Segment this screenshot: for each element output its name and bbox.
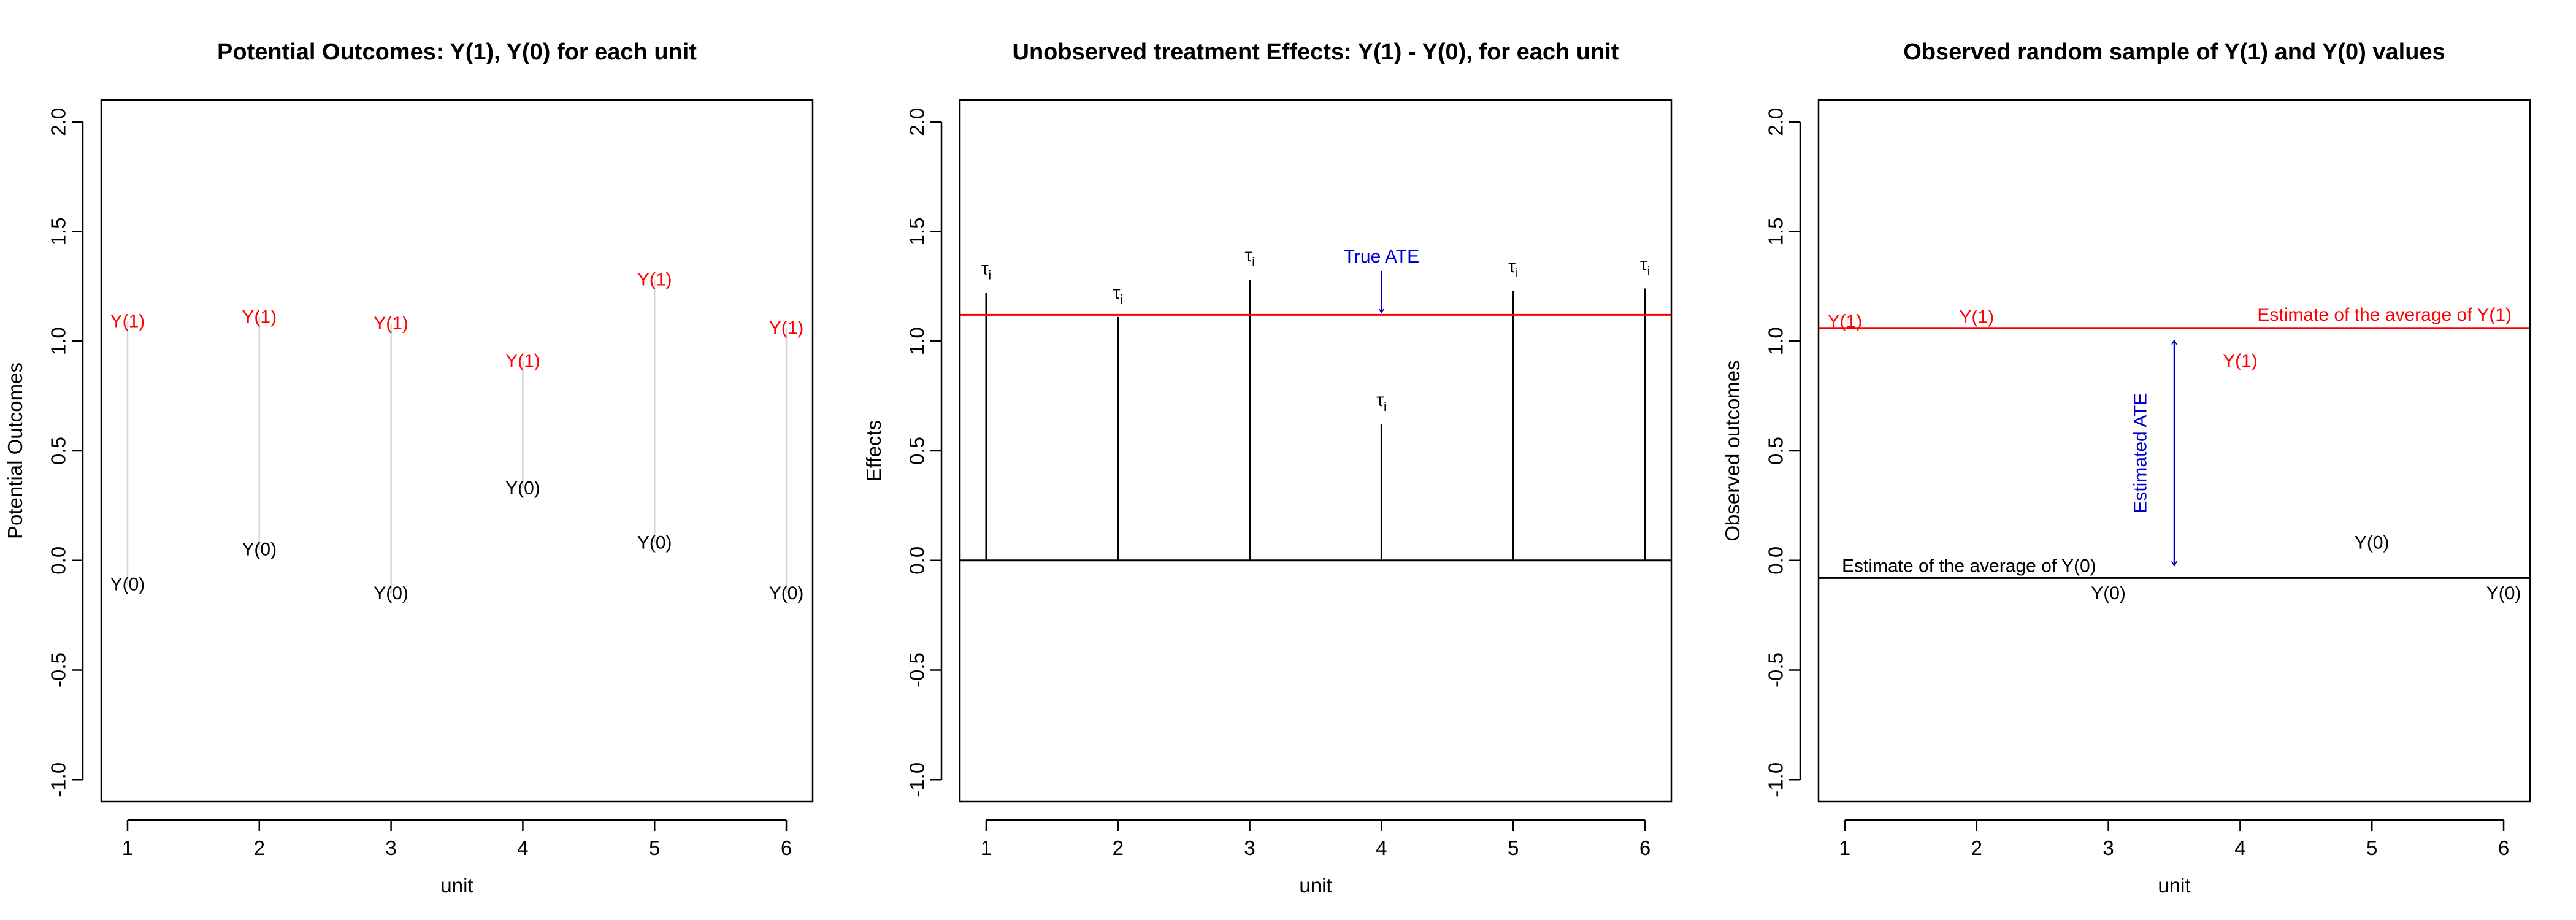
y-tick-label: 0.5	[906, 437, 929, 465]
x-tick-label: 6	[781, 837, 792, 859]
y-tick-label: 0.0	[1765, 546, 1787, 575]
y-axis-label: Effects	[862, 420, 885, 481]
y-tick-label: 1.0	[1765, 327, 1787, 355]
y-tick-label: -1.0	[906, 762, 929, 797]
y0-point-label: Y(0)	[242, 539, 277, 559]
x-tick-label: 2	[254, 837, 265, 859]
y-axis: -1.0 -0.5 0.0 0.5 1.0 1.5 2.0	[47, 108, 84, 797]
y-axis: -1.0 -0.5 0.0 0.5 1.0 1.5 2.0	[1765, 108, 1801, 797]
mean-y0-label: Estimate of the average of Y(0)	[1842, 556, 2096, 576]
x-tick-label: 1	[1839, 837, 1850, 859]
plot-frame	[1817, 99, 2531, 803]
effect-label: τi	[1244, 245, 1254, 269]
y-tick-label: 1.5	[1765, 218, 1787, 246]
data-marks: Y(1) Y(0) Y(1) Y(0) Y(1) Y(0) Y(1) Y(0) Y(1) Y(0)…	[110, 270, 804, 604]
y-axis-label: Potential Outcomes	[4, 362, 26, 539]
x-axis: 1 2 3 4 5 6	[981, 819, 1650, 859]
y-tick-label: -1.0	[47, 762, 70, 797]
y0-point-label: Y(0)	[637, 533, 672, 553]
x-tick-label: 2	[1971, 837, 1982, 859]
data-marks: Estimate of the average of Y(1) Estimate …	[1819, 305, 2530, 604]
y0-point-label: Y(0)	[769, 583, 804, 604]
effect-label: τi	[1640, 254, 1650, 278]
chart-title: Observed random sample of Y(1) and Y(0) …	[1903, 39, 2445, 65]
x-tick-label: 3	[385, 837, 396, 859]
x-tick-label: 3	[2103, 837, 2114, 859]
x-tick-label: 2	[1113, 837, 1124, 859]
y-tick-label: 1.0	[906, 327, 929, 355]
observed-point-label: Y(0)	[2486, 583, 2521, 604]
y0-point-label: Y(0)	[110, 575, 145, 595]
x-tick-label: 1	[981, 837, 992, 859]
y1-point-label: Y(1)	[242, 307, 277, 327]
y1-point-label: Y(1)	[769, 318, 804, 338]
x-tick-label: 4	[517, 837, 528, 859]
x-axis-label: unit	[1299, 874, 1332, 897]
y-tick-label: -0.5	[1765, 653, 1787, 688]
x-tick-label: 3	[1244, 837, 1255, 859]
plot-frame	[100, 99, 814, 803]
observed-point-label: Y(0)	[2355, 533, 2390, 553]
effect-label: τi	[1376, 390, 1386, 414]
treatment-effects-panel: Unobserved treatment Effects: Y(1) - Y(0…	[862, 39, 1673, 897]
true-ate-label: True ATE	[1344, 247, 1419, 267]
y-tick-label: 1.0	[47, 327, 70, 355]
y1-point-label: Y(1)	[374, 313, 408, 334]
y0-point-label: Y(0)	[505, 478, 540, 498]
y-tick-label: 2.0	[47, 108, 70, 136]
y-tick-label: 2.0	[1765, 108, 1787, 136]
data-marks: τi τi τi τi τi τi True ATE	[960, 245, 1671, 562]
y-tick-label: 1.5	[47, 218, 70, 246]
y1-point-label: Y(1)	[505, 351, 540, 371]
x-tick-label: 6	[1639, 837, 1650, 859]
potential-outcomes-panel: Potential Outcomes: Y(1), Y(0) for each …	[4, 39, 814, 897]
plot-frame	[959, 99, 1673, 803]
observed-point-label: Y(1)	[2223, 351, 2258, 371]
estimated-ate-label: Estimated ATE	[2131, 393, 2151, 513]
y-tick-label: 0.5	[47, 437, 70, 465]
y-tick-label: 0.0	[906, 546, 929, 575]
y1-point-label: Y(1)	[637, 270, 672, 290]
x-tick-label: 4	[1376, 837, 1387, 859]
y-tick-label: -0.5	[906, 653, 929, 688]
y-tick-label: -0.5	[47, 653, 70, 688]
x-axis-label: unit	[440, 874, 473, 897]
x-tick-label: 4	[2234, 837, 2245, 859]
y-axis: -1.0 -0.5 0.0 0.5 1.0 1.5 2.0	[906, 108, 943, 797]
effect-label: τi	[981, 259, 991, 283]
x-tick-label: 5	[1508, 837, 1519, 859]
observed-sample-panel: Observed random sample of Y(1) and Y(0) …	[1721, 39, 2531, 897]
y-tick-label: 0.5	[1765, 437, 1787, 465]
y1-point-label: Y(1)	[110, 312, 145, 332]
x-tick-label: 5	[649, 837, 660, 859]
y-tick-label: -1.0	[1765, 762, 1787, 797]
y-tick-label: 2.0	[906, 108, 929, 136]
y-tick-label: 1.5	[906, 218, 929, 246]
observed-point-label: Y(0)	[2091, 583, 2126, 604]
x-axis-label: unit	[2158, 874, 2190, 897]
chart-title: Potential Outcomes: Y(1), Y(0) for each …	[217, 39, 697, 65]
y-tick-label: 0.0	[47, 546, 70, 575]
x-tick-label: 1	[122, 837, 133, 859]
observed-point-label: Y(1)	[1828, 312, 1863, 332]
x-axis: 1 2 3 4 5 6	[1839, 819, 2509, 859]
y-axis-label: Observed outcomes	[1721, 360, 1744, 541]
chart-title: Unobserved treatment Effects: Y(1) - Y(0…	[1013, 39, 1619, 65]
mean-y1-label: Estimate of the average of Y(1)	[2257, 305, 2512, 325]
x-tick-label: 6	[2498, 837, 2509, 859]
y0-point-label: Y(0)	[374, 583, 408, 604]
effect-label: τi	[1508, 256, 1518, 280]
observed-point-label: Y(1)	[1959, 307, 1994, 327]
x-axis: 1 2 3 4 5 6	[122, 819, 792, 859]
x-tick-label: 5	[2366, 837, 2377, 859]
effect-label: τi	[1113, 283, 1123, 307]
